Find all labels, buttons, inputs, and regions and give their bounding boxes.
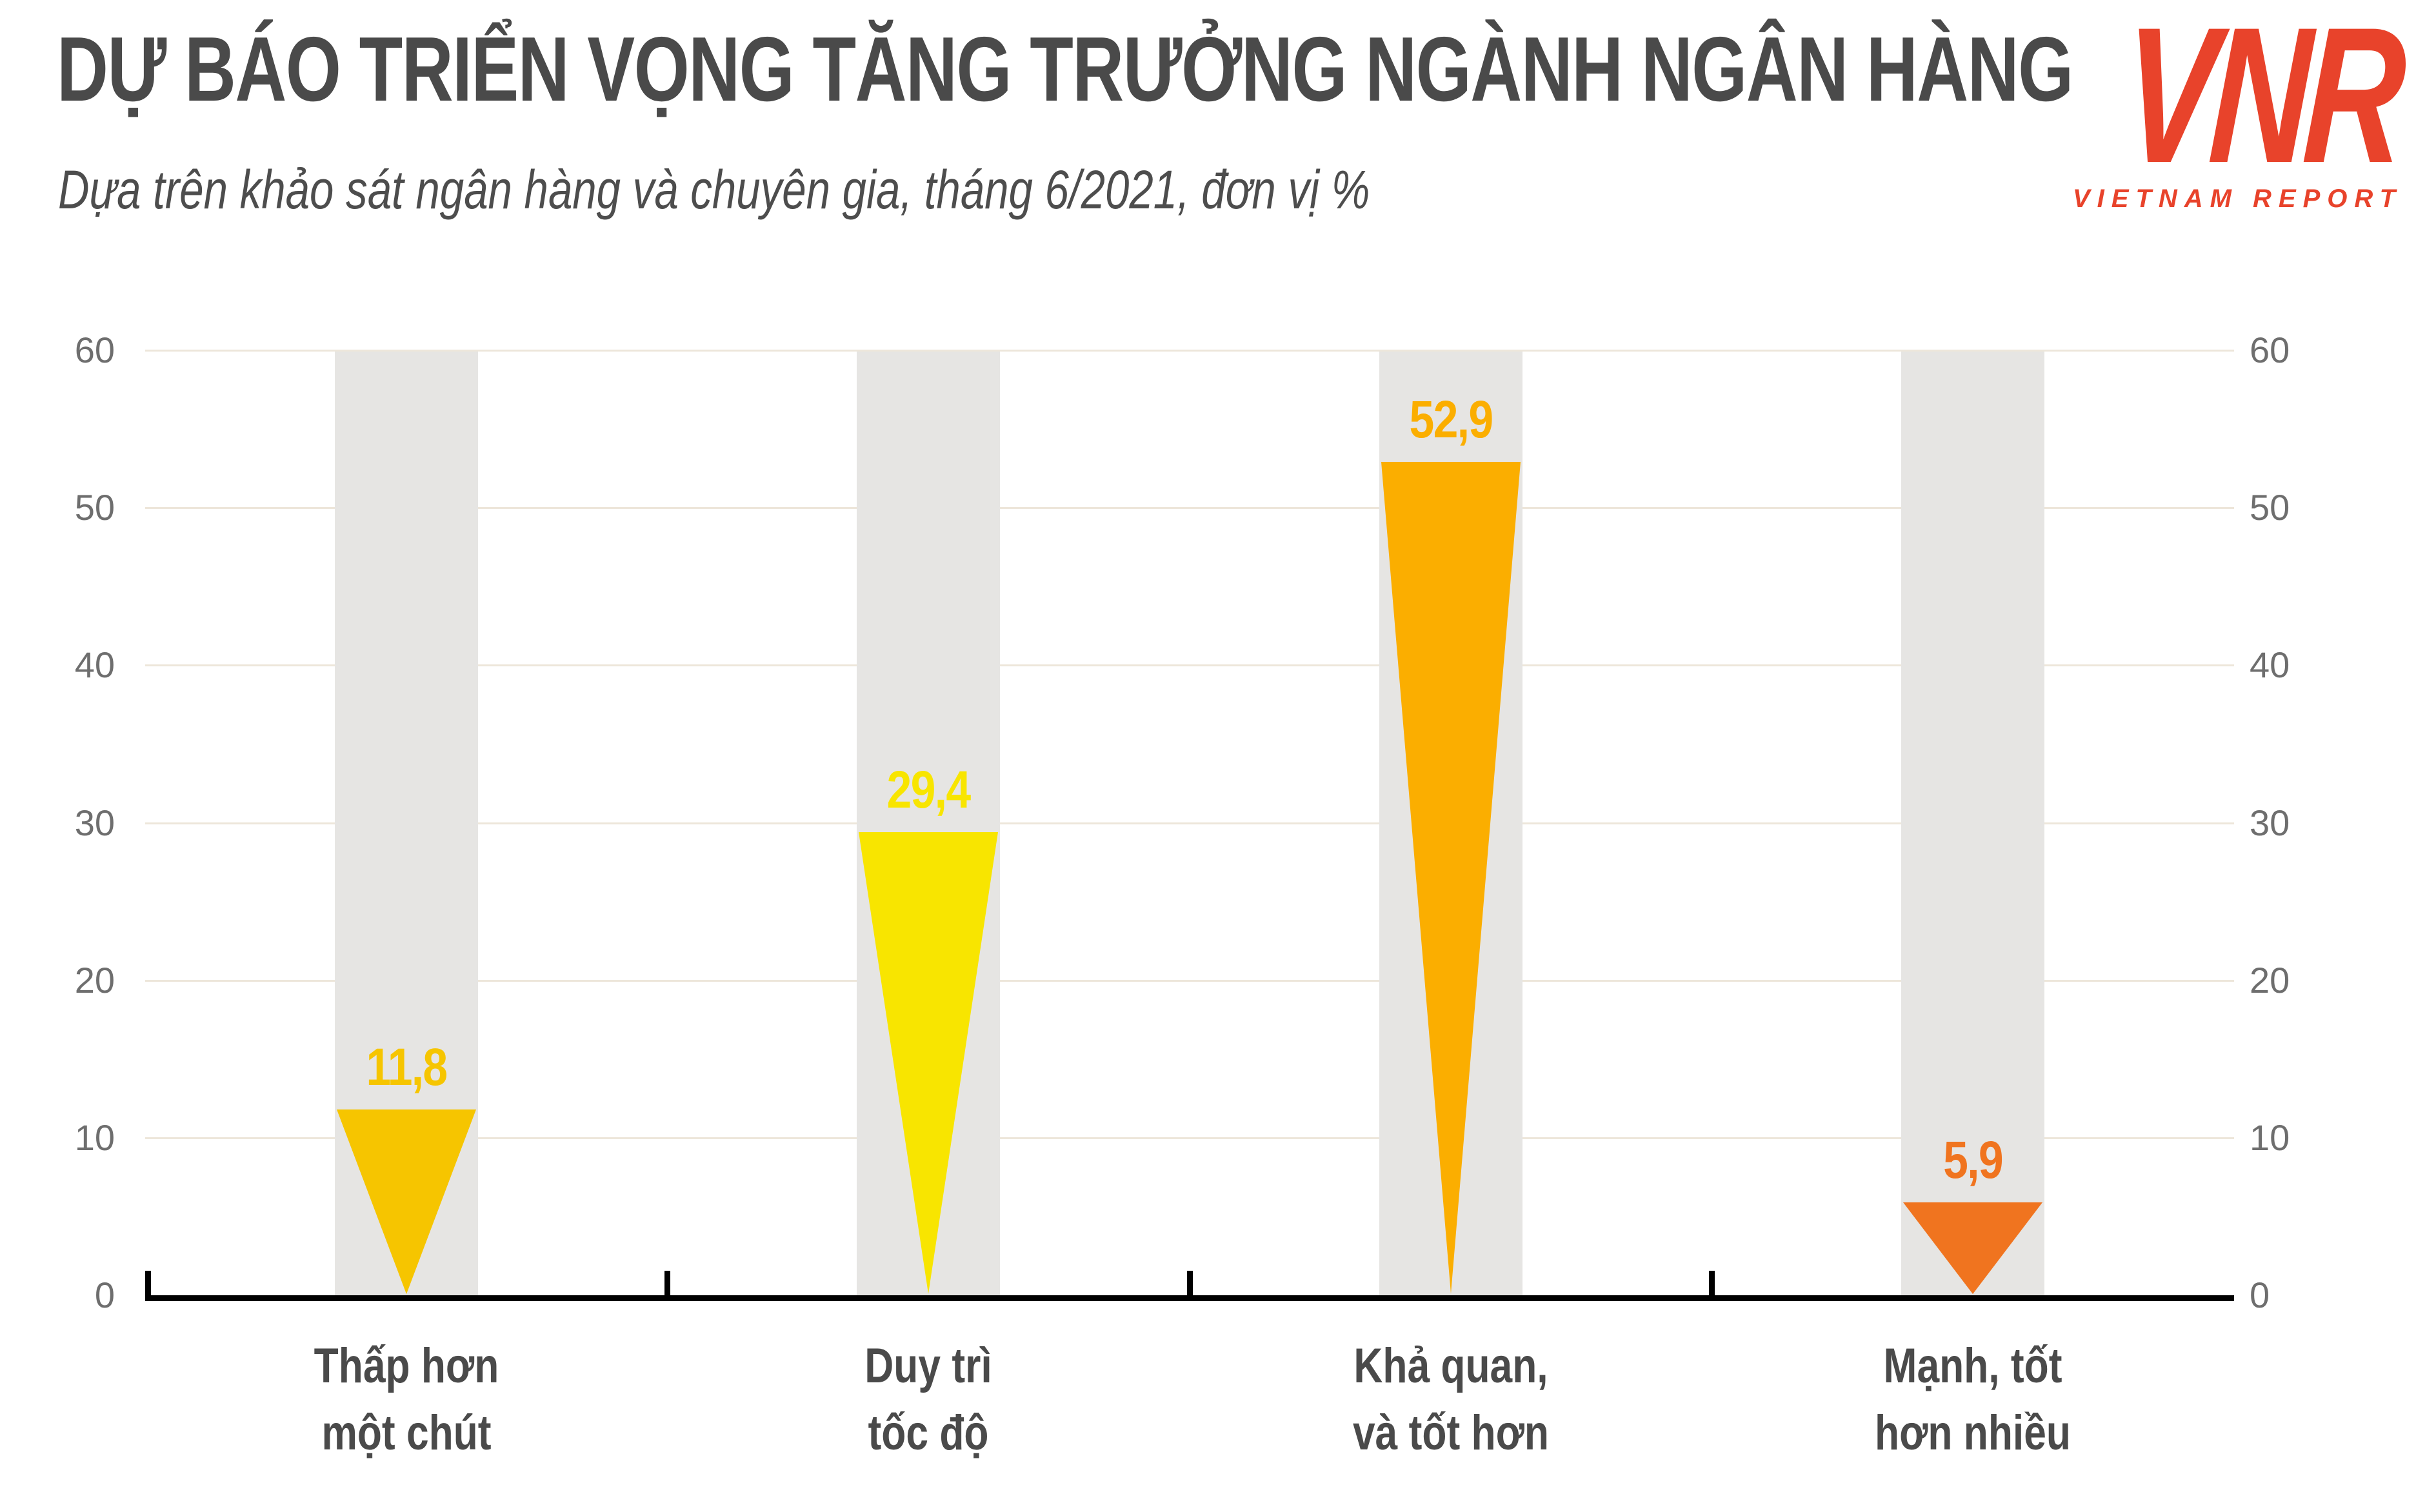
y-axis-label-right-20: 20 — [2250, 959, 2290, 1000]
page-subtitle: Dựa trên khảo sát ngân hàng và chuyên gi… — [58, 159, 1370, 220]
value-label: 5,9 — [1943, 1130, 2003, 1189]
y-axis-label-right-0: 0 — [2250, 1275, 2270, 1315]
x-axis-tick-2 — [1186, 1271, 1193, 1301]
triangle-shape — [1903, 1202, 2043, 1294]
category-label: Thấp hơn một chút — [221, 1333, 592, 1467]
value-label: 52,9 — [1409, 390, 1493, 450]
category-label-line-2: hơn nhiều — [1875, 1406, 2072, 1460]
triangle-shape — [336, 1109, 476, 1294]
y-axis-label-left-30: 30 — [74, 802, 115, 843]
gridline-30 — [145, 822, 2234, 824]
y-axis-label-right-60: 60 — [2250, 330, 2290, 370]
category-label-line-2: một chút — [321, 1406, 492, 1460]
y-axis-label-right-50: 50 — [2250, 487, 2290, 528]
gridline-20 — [145, 979, 2234, 982]
triangle-marker — [1381, 462, 1521, 1294]
category-label-line-2: tốc độ — [868, 1406, 989, 1460]
y-axis-label-right-40: 40 — [2250, 644, 2290, 686]
triangle-shape — [1381, 462, 1521, 1294]
page-title: DỰ BÁO TRIỂN VỌNG TĂNG TRƯỞNG NGÀNH NGÂN… — [57, 18, 2073, 121]
triangle-marker — [859, 832, 999, 1294]
value-label: 11,8 — [366, 1037, 448, 1097]
x-axis-tick-1 — [664, 1271, 670, 1301]
x-axis-tick-3 — [1709, 1271, 1715, 1301]
category-label-line-1: Duy trì — [864, 1338, 992, 1393]
value-label: 29,4 — [886, 761, 972, 820]
triangle-marker — [336, 1109, 476, 1294]
y-axis-label-left-20: 20 — [74, 959, 115, 1000]
y-axis-label-left-40: 40 — [74, 644, 115, 686]
y-axis-label-left-50: 50 — [74, 487, 115, 528]
category-label-line-1: Thấp hơn — [314, 1338, 499, 1393]
category-label-line-2: và tốt hơn — [1352, 1406, 1549, 1460]
brand-logo: VNR VIETNAM REPORT — [2021, 0, 2404, 214]
x-axis-tick-0 — [145, 1271, 151, 1301]
vnr-logo-text: VIETNAM REPORT — [2072, 184, 2402, 213]
y-axis-label-left-10: 10 — [74, 1117, 115, 1158]
triangle-shape — [859, 832, 999, 1294]
category-label-line-1: Mạnh, tốt — [1883, 1338, 2062, 1393]
category-label-line-1: Khả quan, — [1353, 1338, 1548, 1393]
gridline-60 — [145, 350, 2234, 352]
y-axis-label-right-30: 30 — [2250, 802, 2290, 843]
category-label: Khả quan, và tốt hơn — [1266, 1333, 1636, 1467]
y-axis-label-left-0: 0 — [94, 1275, 115, 1315]
y-axis-label-right-10: 10 — [2250, 1117, 2290, 1158]
category-label: Duy trì tốc độ — [743, 1333, 1113, 1467]
gridline-10 — [145, 1137, 2234, 1139]
gridline-50 — [145, 507, 2234, 510]
gridline-40 — [145, 664, 2234, 667]
triangle-marker — [1903, 1202, 2043, 1294]
y-axis-label-left-60: 60 — [74, 330, 115, 370]
column-bg — [1901, 352, 2045, 1295]
category-label: Mạnh, tốt hơn nhiều — [1788, 1333, 2158, 1467]
